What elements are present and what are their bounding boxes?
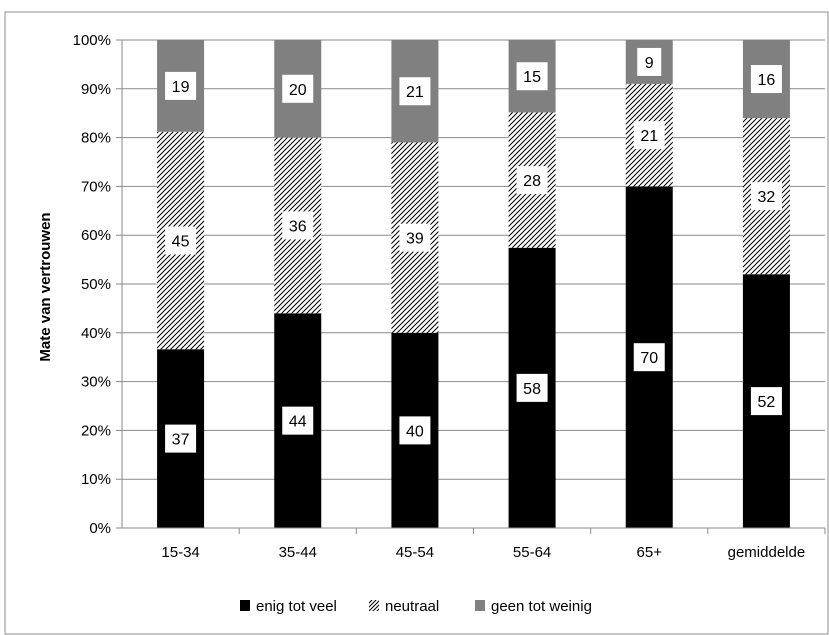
y-tick-label: 30%	[81, 374, 111, 391]
data-label: 36	[289, 218, 307, 235]
x-tick-label: 35-44	[279, 544, 317, 561]
data-label: 37	[172, 432, 190, 449]
data-label: 32	[758, 189, 776, 206]
data-label-box	[399, 77, 431, 106]
data-label: 45	[172, 234, 190, 251]
data-label: 58	[523, 381, 541, 398]
data-label-box	[165, 71, 197, 100]
y-tick-label: 70%	[81, 178, 111, 195]
data-label-box	[282, 406, 314, 435]
x-tick-label: gemiddelde	[728, 544, 806, 561]
data-label-box	[516, 62, 548, 91]
y-tick-label: 50%	[81, 276, 111, 293]
gridlines	[122, 39, 825, 480]
y-tick-label: 100%	[73, 32, 111, 49]
x-tick-label: 15-34	[161, 544, 199, 561]
y-tick-label: 10%	[81, 471, 111, 488]
data-labels: 37 45 19 44 36 20 40 39 21 58 28 15 70 21 9 52 32 16	[165, 47, 782, 453]
y-tick-label: 60%	[81, 227, 111, 244]
data-label-box	[399, 416, 431, 445]
x-tick-label: 45-54	[396, 544, 434, 561]
legend: enig tot veel neutraal geen tot weinig	[240, 598, 592, 615]
data-label-box	[165, 226, 197, 255]
data-label: 40	[406, 423, 424, 440]
y-tick-label: 0%	[89, 520, 111, 537]
data-label-box	[282, 74, 314, 103]
data-label-box	[399, 223, 431, 252]
y-tick-label: 40%	[81, 325, 111, 342]
data-label-box	[516, 166, 548, 195]
legend-swatch	[240, 600, 250, 611]
data-label-box	[750, 182, 782, 211]
data-label-box	[750, 387, 782, 416]
data-label: 21	[406, 84, 424, 101]
data-label-box	[633, 343, 665, 372]
data-label: 39	[406, 231, 424, 248]
data-label-box	[637, 47, 662, 76]
x-tick-label: 65+	[637, 544, 663, 561]
data-label-box	[516, 373, 548, 402]
data-label: 44	[289, 414, 307, 431]
axes: 0% 10% 20% 30% 40% 50% 60% 70% 80% 90% 100% 15-34 35…	[73, 32, 826, 561]
data-label-box	[633, 121, 665, 150]
bars	[157, 40, 790, 528]
data-label: 9	[645, 55, 654, 72]
legend-label: geen tot weinig	[491, 598, 592, 615]
data-label: 28	[523, 173, 541, 190]
data-label-box	[750, 65, 782, 94]
y-axis-title: Mate van vertrouwen	[37, 212, 54, 361]
data-label: 70	[640, 350, 658, 367]
legend-swatch	[369, 600, 379, 611]
legend-label: neutraal	[385, 598, 439, 615]
y-tick-label: 20%	[81, 422, 111, 439]
data-label: 20	[289, 82, 307, 99]
data-label: 15	[523, 69, 541, 86]
y-tick-label: 90%	[81, 81, 111, 98]
y-tick-label: 80%	[81, 130, 111, 147]
data-label: 19	[172, 79, 190, 96]
data-label-box	[165, 424, 197, 453]
data-label: 21	[640, 128, 658, 145]
data-label-box	[282, 211, 314, 240]
legend-label: enig tot veel	[256, 598, 337, 615]
data-label: 16	[758, 72, 776, 89]
data-label: 52	[758, 394, 776, 411]
legend-swatch	[475, 600, 485, 611]
x-tick-label: 55-64	[513, 544, 551, 561]
